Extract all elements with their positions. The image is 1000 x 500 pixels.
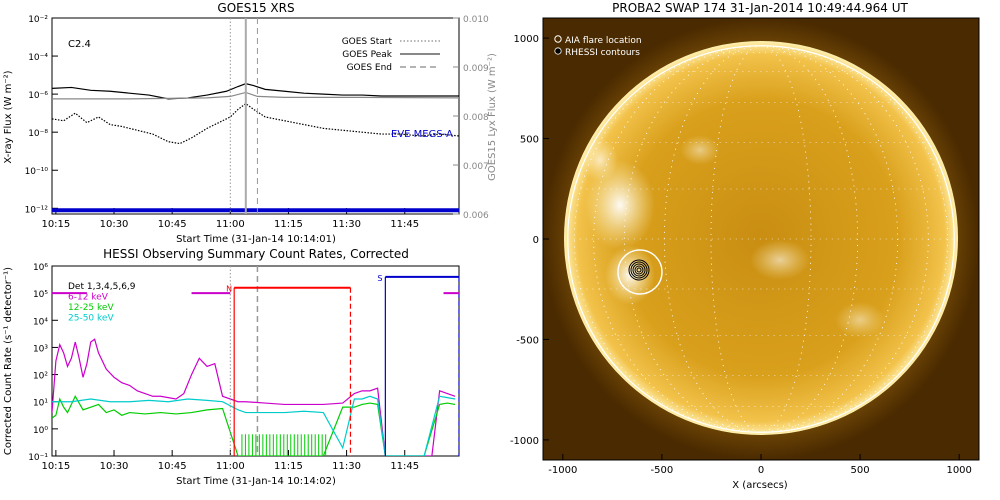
grid-longitude xyxy=(663,45,859,433)
swap-x-tick-label: -1000 xyxy=(548,465,577,476)
swap-panel-title: PROBA2 SWAP 174 31-Jan-2014 10:49:44.964… xyxy=(612,1,908,15)
goes-y-right-axis-label: GOES15 Lyx Flux (W m⁻²) xyxy=(487,53,498,181)
hessi-y-tick-label: 10⁰ xyxy=(33,426,48,436)
goes-y-right-tick-label: 0.008 xyxy=(463,113,489,123)
rhessi-contours xyxy=(628,259,650,281)
hessi-y-axis-label: Corrected Count Rate (s⁻¹ detector⁻¹) xyxy=(3,267,14,455)
hessi-x-tick-label: 11:00 xyxy=(216,461,245,472)
hessi-panel-title: HESSI Observing Summary Count Rates, Cor… xyxy=(103,247,409,261)
hessi-legend-label: 6-12 keV xyxy=(68,293,109,303)
goes-y-tick-label: 10⁻⁴ xyxy=(28,53,48,63)
eve-megs-label: EVE MEGS-A xyxy=(391,129,453,140)
sun-active-regions xyxy=(582,135,885,338)
swap-x-tick-label: 1000 xyxy=(946,465,971,476)
swap-image-panel: PROBA2 SWAP 174 31-Jan-2014 10:49:44.964… xyxy=(510,1,980,491)
goes-y-right-tick-label: 0.006 xyxy=(463,211,489,221)
goes-series-long xyxy=(52,83,459,100)
hessi-y-tick-label: 10⁵ xyxy=(33,290,48,300)
aia-legend-symbol xyxy=(554,35,562,43)
grid-longitude xyxy=(710,45,812,433)
hessi-count-panel: HESSI Observing Summary Count Rates, Cor… xyxy=(3,247,460,487)
goes-x-tick-label: 11:30 xyxy=(332,219,361,230)
hessi-y-tick-label: 10⁻¹ xyxy=(28,453,48,463)
goes-panel-title: GOES15 XRS xyxy=(217,1,294,15)
swap-y-tick-label: 0 xyxy=(533,235,539,246)
goes-legend-label: GOES Peak xyxy=(342,50,392,60)
hessi-x-tick-label: 10:30 xyxy=(100,461,129,472)
goes-y-tick-label: 10⁻⁶ xyxy=(28,91,48,101)
hessi-legend-label: Det 1,3,4,5,6,9 xyxy=(68,282,136,292)
goes-series-short xyxy=(52,102,459,145)
goes-y-right-tick-label: 0.009 xyxy=(463,64,489,74)
hessi-x-tick-label: 10:15 xyxy=(41,461,70,472)
swap-y-tick-label: -500 xyxy=(516,335,539,346)
goes-y-axis-label: X-ray Flux (W m⁻²) xyxy=(3,70,14,163)
hessi-series xyxy=(52,394,456,456)
hessi-y-tick-label: 10¹ xyxy=(33,399,48,409)
aia-legend-label: AIA flare location xyxy=(565,36,642,46)
goes-y-tick-label: 10⁻¹² xyxy=(25,205,49,215)
hessi-x-tick-label: 11:15 xyxy=(274,461,303,472)
goes-legend-label: GOES Start xyxy=(342,37,393,47)
swap-x-tick-label: -500 xyxy=(651,465,674,476)
goes-x-tick-label: 11:45 xyxy=(390,219,419,230)
hessi-y-tick-label: 10⁶ xyxy=(33,263,48,273)
goes-x-axis-label: Start Time (31-Jan-14 10:14:01) xyxy=(176,234,336,245)
goes-xrs-panel: GOES15 XRS 10⁻² 10⁻⁴ 10⁻⁶ 10⁻⁸ 10⁻¹⁰ 10⁻¹² 0.… xyxy=(3,1,498,245)
hessi-x-tick-label: 11:45 xyxy=(390,461,419,472)
goes-y-tick-label: 10⁻⁸ xyxy=(28,129,48,139)
goes-x-tick-label: 10:30 xyxy=(100,219,129,230)
hessi-flag-label: N xyxy=(226,285,232,294)
hessi-x-tick-label: 11:30 xyxy=(332,461,361,472)
goes-y-right-tick-label: 0.007 xyxy=(463,162,489,172)
goes-x-tick-label: 11:00 xyxy=(216,219,245,230)
aia-flare-location-circle xyxy=(617,249,663,295)
heliographic-grid xyxy=(567,45,955,433)
swap-x-tick-label: 500 xyxy=(851,465,870,476)
hessi-x-tick-label: 10:45 xyxy=(158,461,187,472)
swap-y-tick-label: -1000 xyxy=(510,436,539,447)
flare-class-label: C2.4 xyxy=(68,39,91,50)
grid-longitude xyxy=(593,45,929,433)
hessi-x-axis-label: Start Time (31-Jan-14 10:14:02) xyxy=(176,476,336,487)
hessi-y-tick-label: 10³ xyxy=(33,344,48,354)
swap-x-axis-label: X (arcsecs) xyxy=(732,480,788,491)
hessi-legend-label: 25-50 keV xyxy=(68,314,114,324)
hessi-series xyxy=(52,338,456,456)
hessi-legend-label: 12-25 keV xyxy=(68,303,114,313)
goes-y-tick-label: 10⁻² xyxy=(28,15,48,25)
hessi-flag-label: S xyxy=(377,274,382,283)
goes-x-tick-label: 10:45 xyxy=(158,219,187,230)
grid-longitude xyxy=(623,45,899,433)
hessi-plot-frame xyxy=(51,265,460,457)
sun-limb xyxy=(567,45,955,433)
hessi-series xyxy=(52,395,456,456)
goes-y-tick-label: 10⁻¹⁰ xyxy=(25,167,49,177)
rhessi-legend-symbol xyxy=(554,47,562,55)
hessi-y-tick-label: 10⁴ xyxy=(33,317,48,327)
goes-x-tick-label: 10:15 xyxy=(41,219,70,230)
goes-x-tick-label: 11:15 xyxy=(274,219,303,230)
goes-y-right-tick-label: 0.010 xyxy=(463,15,489,25)
goes-plot-frame xyxy=(51,17,460,215)
rhessi-legend-label: RHESSI contours xyxy=(565,48,640,58)
hessi-y-tick-label: 10² xyxy=(33,372,48,382)
swap-y-tick-label: 1000 xyxy=(514,34,539,45)
goes-legend-label: GOES End xyxy=(347,63,392,73)
swap-x-tick-label: 0 xyxy=(758,465,764,476)
swap-y-tick-label: 500 xyxy=(520,135,539,146)
